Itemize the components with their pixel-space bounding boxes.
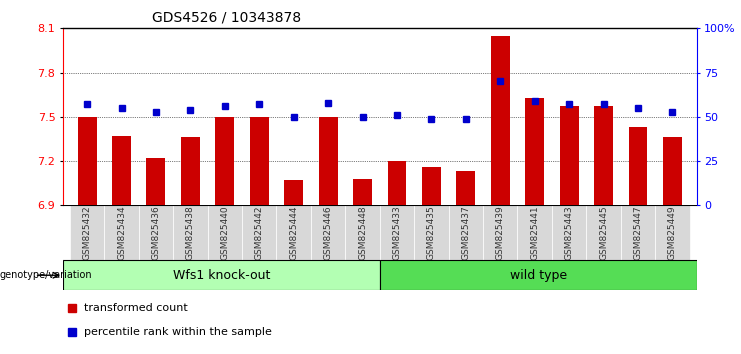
Bar xyxy=(456,171,475,205)
Bar xyxy=(552,205,586,260)
Bar xyxy=(422,167,441,205)
Bar xyxy=(353,179,372,205)
Bar xyxy=(628,127,648,205)
Bar xyxy=(594,107,613,205)
Text: GSM825447: GSM825447 xyxy=(634,205,642,260)
Text: GSM825433: GSM825433 xyxy=(393,205,402,260)
Text: transformed count: transformed count xyxy=(84,303,187,313)
Text: GSM825440: GSM825440 xyxy=(220,205,229,260)
Text: GSM825443: GSM825443 xyxy=(565,205,574,260)
Bar xyxy=(586,205,621,260)
Text: GSM825434: GSM825434 xyxy=(117,205,126,260)
Bar xyxy=(380,260,697,290)
Text: GSM825444: GSM825444 xyxy=(289,206,298,260)
Text: GDS4526 / 10343878: GDS4526 / 10343878 xyxy=(152,11,301,25)
Bar xyxy=(345,205,379,260)
Bar xyxy=(181,137,200,205)
Bar xyxy=(63,260,379,290)
Bar xyxy=(388,161,407,205)
Text: wild type: wild type xyxy=(510,269,567,282)
Bar xyxy=(250,117,269,205)
Bar xyxy=(311,205,345,260)
Bar xyxy=(70,205,104,260)
Text: percentile rank within the sample: percentile rank within the sample xyxy=(84,327,272,337)
Text: GSM825445: GSM825445 xyxy=(599,205,608,260)
Bar xyxy=(448,205,483,260)
Text: Wfs1 knock-out: Wfs1 knock-out xyxy=(173,269,270,282)
Bar xyxy=(173,205,207,260)
Bar xyxy=(559,107,579,205)
Bar xyxy=(242,205,276,260)
Bar xyxy=(525,98,544,205)
Bar xyxy=(319,117,338,205)
Text: GSM825439: GSM825439 xyxy=(496,205,505,260)
Bar xyxy=(517,205,552,260)
Bar xyxy=(104,205,139,260)
Bar xyxy=(147,158,165,205)
Text: genotype/variation: genotype/variation xyxy=(0,270,93,280)
Bar xyxy=(380,205,414,260)
Text: GSM825438: GSM825438 xyxy=(186,205,195,260)
Bar xyxy=(663,137,682,205)
Text: GSM825449: GSM825449 xyxy=(668,205,677,260)
Text: GSM825441: GSM825441 xyxy=(531,205,539,260)
Text: GSM825446: GSM825446 xyxy=(324,205,333,260)
Bar xyxy=(276,205,311,260)
Bar xyxy=(112,136,131,205)
Bar xyxy=(621,205,655,260)
Bar xyxy=(655,205,690,260)
Bar xyxy=(139,205,173,260)
Bar xyxy=(216,117,234,205)
Bar xyxy=(483,205,517,260)
Bar xyxy=(414,205,448,260)
Bar xyxy=(78,117,96,205)
Text: GSM825436: GSM825436 xyxy=(151,205,161,260)
Text: GSM825437: GSM825437 xyxy=(462,205,471,260)
Text: GSM825432: GSM825432 xyxy=(82,205,92,260)
Bar xyxy=(285,180,303,205)
Bar xyxy=(491,36,510,205)
Text: GSM825442: GSM825442 xyxy=(255,206,264,260)
Bar xyxy=(207,205,242,260)
Text: GSM825448: GSM825448 xyxy=(358,205,367,260)
Text: GSM825435: GSM825435 xyxy=(427,205,436,260)
